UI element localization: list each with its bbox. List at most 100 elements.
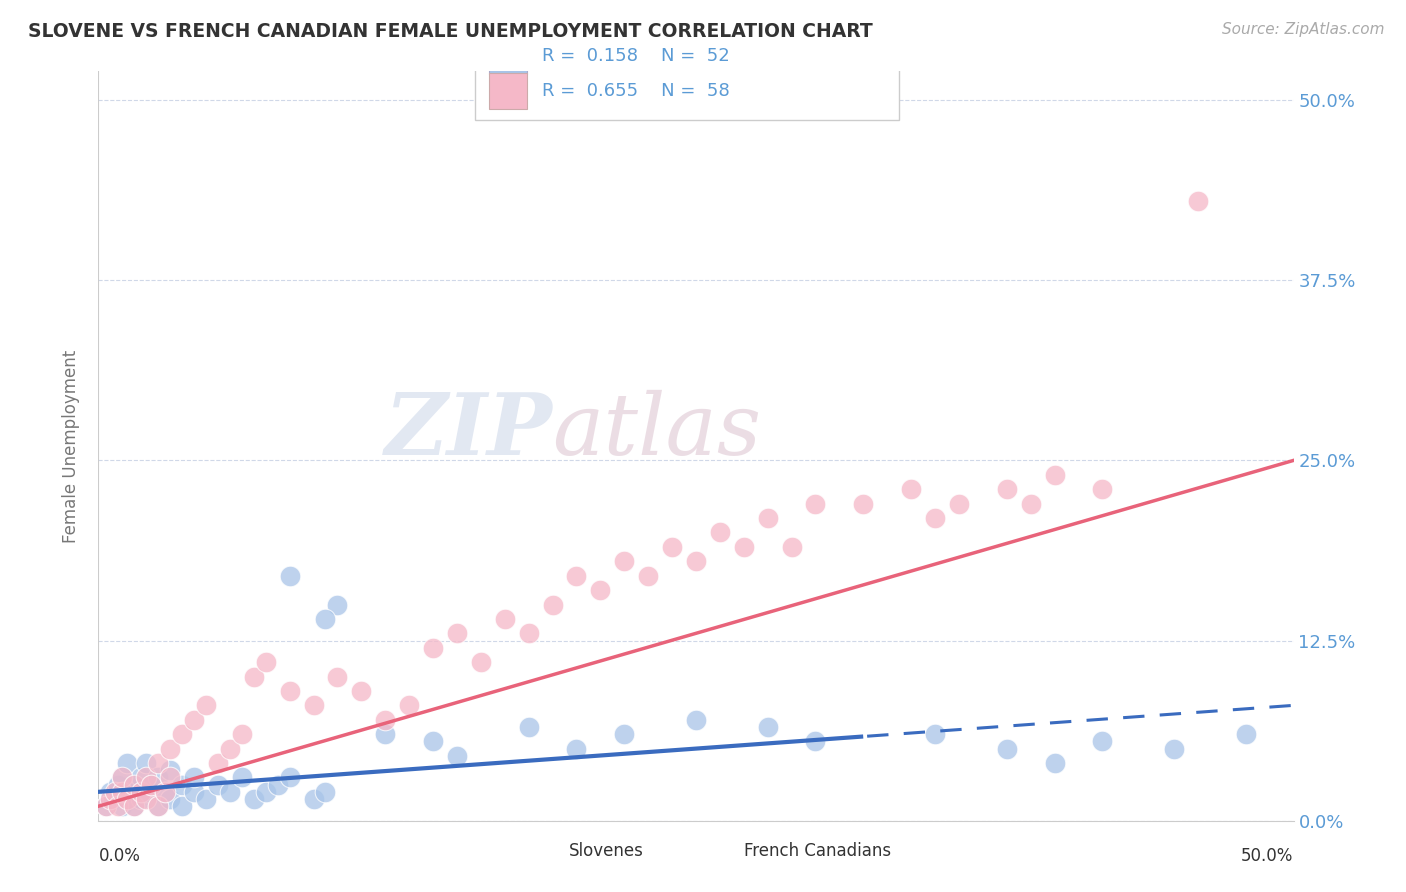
- Point: [219, 785, 242, 799]
- Point: [1043, 756, 1066, 770]
- Point: [302, 698, 325, 713]
- Point: [115, 785, 138, 799]
- Point: [541, 598, 564, 612]
- Point: [159, 771, 181, 785]
- Point: [148, 756, 170, 770]
- Point: [446, 626, 468, 640]
- Point: [661, 540, 683, 554]
- Point: [1019, 497, 1042, 511]
- Point: [172, 778, 194, 792]
- Point: [195, 792, 218, 806]
- Point: [107, 778, 129, 792]
- Point: [111, 799, 134, 814]
- Point: [565, 568, 588, 582]
- Point: [111, 771, 134, 785]
- Point: [565, 741, 588, 756]
- Point: [183, 785, 205, 799]
- Point: [517, 626, 540, 640]
- Point: [98, 792, 122, 806]
- Point: [804, 497, 827, 511]
- Point: [124, 778, 146, 792]
- Point: [1091, 482, 1114, 496]
- Point: [231, 727, 253, 741]
- Text: R =  0.655    N =  58: R = 0.655 N = 58: [541, 82, 730, 100]
- FancyBboxPatch shape: [710, 837, 737, 865]
- Point: [350, 684, 373, 698]
- Point: [422, 734, 444, 748]
- Point: [709, 525, 731, 540]
- Point: [756, 720, 779, 734]
- Text: SLOVENE VS FRENCH CANADIAN FEMALE UNEMPLOYMENT CORRELATION CHART: SLOVENE VS FRENCH CANADIAN FEMALE UNEMPL…: [28, 22, 873, 41]
- Point: [374, 727, 396, 741]
- FancyBboxPatch shape: [489, 73, 527, 109]
- Point: [115, 756, 138, 770]
- Point: [172, 799, 194, 814]
- Point: [780, 540, 803, 554]
- FancyBboxPatch shape: [489, 37, 527, 74]
- Point: [243, 792, 266, 806]
- Point: [159, 741, 181, 756]
- Point: [315, 612, 337, 626]
- Point: [155, 785, 177, 799]
- Point: [207, 756, 229, 770]
- Point: [135, 771, 157, 785]
- Point: [1187, 194, 1209, 208]
- Point: [517, 720, 540, 734]
- Point: [131, 771, 153, 785]
- Point: [183, 713, 205, 727]
- Point: [254, 655, 277, 669]
- Point: [139, 778, 162, 792]
- Text: Source: ZipAtlas.com: Source: ZipAtlas.com: [1222, 22, 1385, 37]
- FancyBboxPatch shape: [475, 34, 900, 120]
- Text: 50.0%: 50.0%: [1241, 847, 1294, 865]
- Point: [254, 785, 277, 799]
- Point: [326, 669, 349, 683]
- Point: [278, 568, 301, 582]
- Point: [446, 748, 468, 763]
- Point: [159, 792, 181, 806]
- Point: [98, 785, 122, 799]
- Point: [804, 734, 827, 748]
- Point: [948, 497, 970, 511]
- Point: [278, 771, 301, 785]
- Text: atlas: atlas: [553, 390, 762, 473]
- Point: [924, 511, 946, 525]
- Point: [1234, 727, 1257, 741]
- Point: [124, 778, 146, 792]
- Point: [148, 771, 170, 785]
- Point: [995, 741, 1018, 756]
- Text: French Canadians: French Canadians: [744, 842, 891, 861]
- Point: [94, 799, 117, 814]
- FancyBboxPatch shape: [534, 837, 561, 865]
- Text: ZIP: ZIP: [385, 389, 553, 473]
- Point: [756, 511, 779, 525]
- Point: [243, 669, 266, 683]
- Point: [267, 778, 290, 792]
- Point: [101, 792, 124, 806]
- Text: Slovenes: Slovenes: [569, 842, 644, 861]
- Point: [637, 568, 659, 582]
- Point: [326, 598, 349, 612]
- Point: [207, 778, 229, 792]
- Point: [183, 771, 205, 785]
- Point: [148, 799, 170, 814]
- Point: [685, 554, 707, 568]
- Point: [195, 698, 218, 713]
- Point: [219, 741, 242, 756]
- Point: [111, 771, 134, 785]
- Point: [900, 482, 922, 496]
- Point: [107, 799, 129, 814]
- Point: [1163, 741, 1185, 756]
- Point: [131, 792, 153, 806]
- Point: [1043, 467, 1066, 482]
- Y-axis label: Female Unemployment: Female Unemployment: [62, 350, 80, 542]
- Point: [494, 612, 516, 626]
- Point: [302, 792, 325, 806]
- Point: [1091, 734, 1114, 748]
- Point: [111, 785, 134, 799]
- Point: [374, 713, 396, 727]
- Point: [278, 684, 301, 698]
- Point: [422, 640, 444, 655]
- Point: [613, 554, 636, 568]
- Point: [94, 799, 117, 814]
